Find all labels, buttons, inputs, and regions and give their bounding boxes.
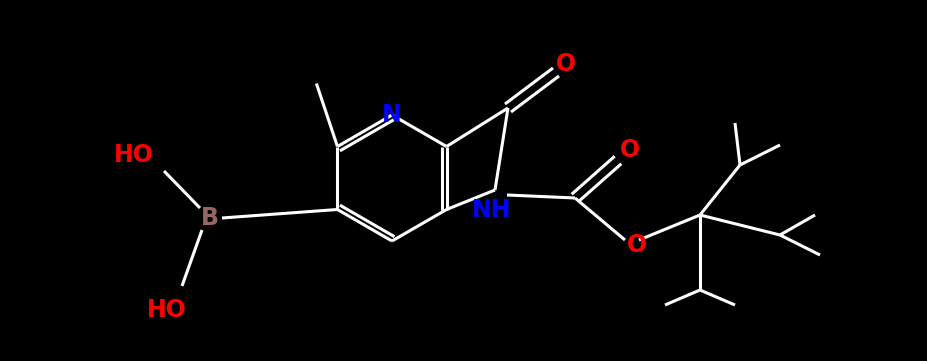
Text: HO: HO	[146, 298, 186, 322]
Text: O: O	[619, 138, 640, 162]
Text: HO: HO	[114, 143, 154, 167]
Text: O: O	[555, 52, 576, 76]
Text: N: N	[382, 103, 401, 127]
Text: B: B	[201, 206, 219, 230]
Text: NH: NH	[472, 198, 511, 222]
Text: O: O	[627, 233, 646, 257]
